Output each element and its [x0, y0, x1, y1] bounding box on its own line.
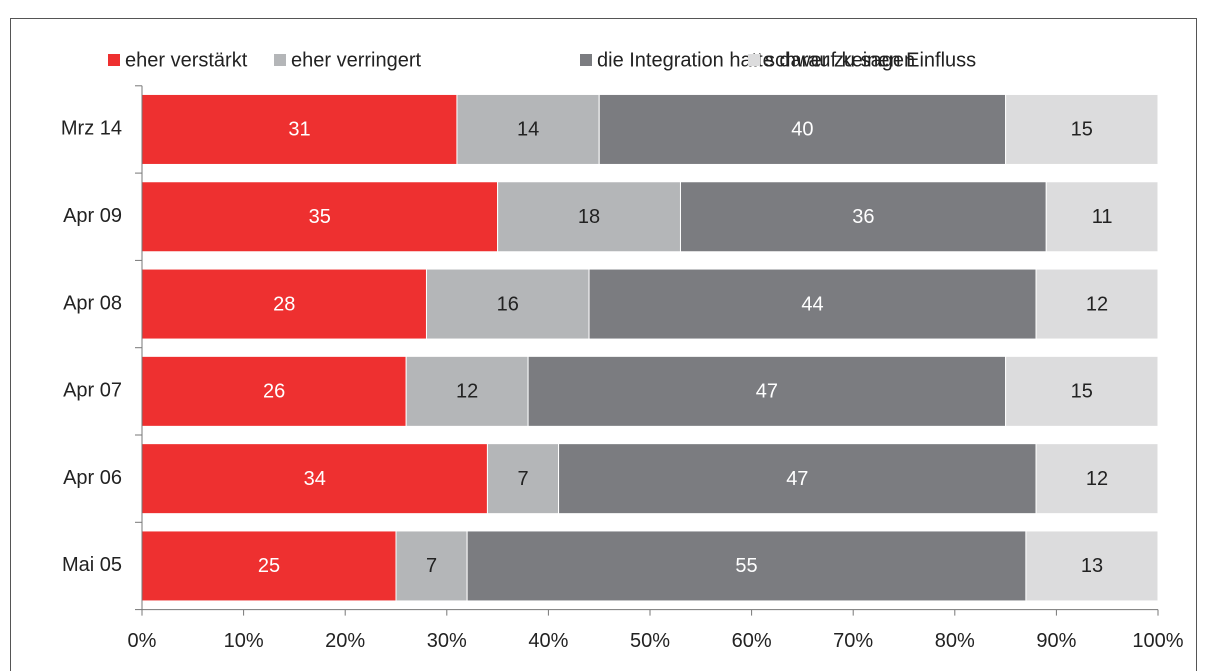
y-tick-label: Mrz 14 — [61, 118, 122, 140]
bar-segment — [456, 93, 600, 165]
x-tick-label: 70% — [833, 630, 873, 652]
bar-segment — [1035, 443, 1159, 515]
x-tick-label: 60% — [732, 630, 772, 652]
x-tick-label: 40% — [528, 630, 568, 652]
y-tick-label: Apr 06 — [63, 467, 122, 489]
data-label: 36 — [852, 206, 874, 228]
data-label: 31 — [288, 119, 310, 141]
bar-segment — [1035, 268, 1159, 340]
data-label: 47 — [786, 468, 808, 490]
bar-segment — [598, 93, 1007, 165]
bar-segment — [486, 443, 560, 515]
x-tick-label: 10% — [224, 630, 264, 652]
data-label: 44 — [801, 293, 823, 315]
bar-segment — [141, 268, 427, 340]
legend-label: eher verstärkt — [125, 49, 248, 71]
x-tick-label: 30% — [427, 630, 467, 652]
bar-segment — [466, 530, 1027, 602]
data-label: 35 — [309, 206, 331, 228]
bar-segment — [141, 93, 458, 165]
y-tick-label: Mai 05 — [62, 554, 122, 576]
bar-segment — [141, 355, 407, 427]
bar-segment — [425, 268, 590, 340]
chart-frame — [10, 18, 1197, 671]
legend-swatch — [748, 54, 760, 66]
bar-segment — [141, 181, 499, 253]
bar-segment — [1045, 181, 1159, 253]
x-tick-label: 50% — [630, 630, 670, 652]
data-label: 15 — [1071, 381, 1093, 403]
data-label: 34 — [304, 468, 326, 490]
x-tick-label: 90% — [1036, 630, 1076, 652]
bar-segment — [141, 443, 488, 515]
bar-segment — [497, 181, 681, 253]
legend-label: schwer zu sagen — [765, 49, 915, 71]
bar-segment — [558, 443, 1037, 515]
data-label: 26 — [263, 381, 285, 403]
data-label: 28 — [273, 293, 295, 315]
x-tick-label: 0% — [128, 630, 157, 652]
bar-segment — [1025, 530, 1159, 602]
data-label: 11 — [1092, 206, 1113, 228]
data-label: 12 — [456, 381, 478, 403]
y-tick-label: Apr 08 — [63, 292, 122, 314]
x-tick-label: 80% — [935, 630, 975, 652]
bar-segment — [395, 530, 468, 602]
legend-label: eher verringert — [291, 49, 422, 71]
y-tick-label: Apr 07 — [63, 380, 122, 402]
data-label: 7 — [517, 468, 528, 490]
data-label: 40 — [791, 119, 813, 141]
data-label: 7 — [426, 555, 437, 577]
x-tick-label: 20% — [325, 630, 365, 652]
data-label: 12 — [1086, 468, 1108, 490]
legend-swatch — [108, 54, 120, 66]
data-label: 18 — [578, 206, 600, 228]
bar-segment — [679, 181, 1047, 253]
legend-swatch — [580, 54, 592, 66]
legend-label: die Integration hatte darauf keinen Einf… — [597, 49, 976, 71]
bar-segment — [1005, 355, 1159, 427]
data-label: 47 — [756, 381, 778, 403]
y-tick-label: Apr 09 — [63, 205, 122, 227]
legend-swatch — [274, 54, 286, 66]
bar-segment — [1005, 93, 1159, 165]
data-label: 25 — [258, 555, 280, 577]
bar-segment — [588, 268, 1037, 340]
data-label: 15 — [1071, 119, 1093, 141]
data-label: 13 — [1081, 555, 1103, 577]
data-label: 16 — [497, 293, 519, 315]
data-label: 14 — [517, 119, 539, 141]
bar-segment — [405, 355, 529, 427]
bar-segment — [141, 530, 397, 602]
data-label: 12 — [1086, 293, 1108, 315]
data-label: 55 — [735, 555, 757, 577]
x-tick-label: 100% — [1132, 630, 1183, 652]
bar-segment — [527, 355, 1007, 427]
